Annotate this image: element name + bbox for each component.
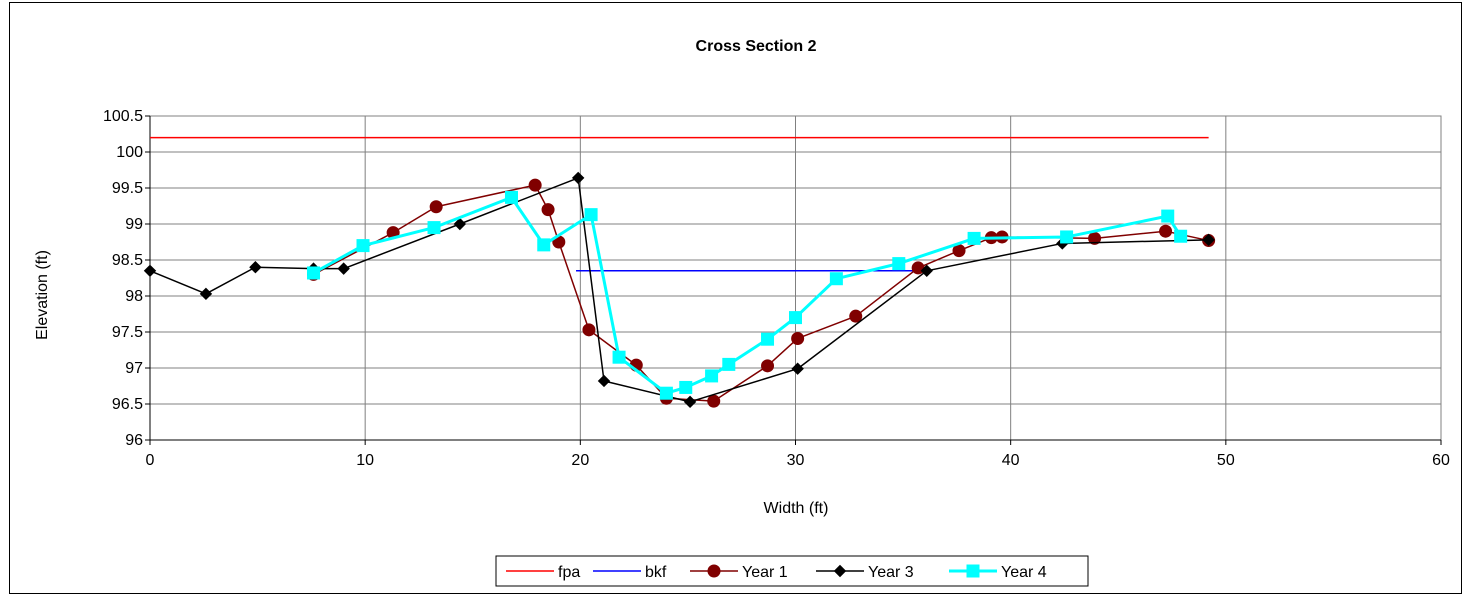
data-point-year-4 [892,257,906,271]
series-year-3 [143,171,1215,409]
y-tick-label: 99 [125,216,143,233]
data-point-year-4 [659,386,673,400]
data-point-year-1 [528,178,542,192]
data-point-year-1 [582,323,596,337]
x-axis-label: Width (ft) [764,500,829,517]
data-point-year-4 [705,369,719,383]
series-line-year-1 [313,184,1209,402]
data-point-year-3 [143,264,157,278]
legend-marker-year-4 [966,564,980,578]
legend-entry-fpa: fpa [506,564,580,581]
data-point-year-1 [791,331,805,345]
data-point-year-4 [789,311,802,325]
legend-label-year-3: Year 3 [868,564,914,581]
data-point-year-4 [967,231,981,245]
legend: fpa bkf Year 1 Year 3 Year 4 [495,555,1089,587]
legend-box [495,555,1089,587]
data-point-year-3 [249,260,262,274]
legend-entry-year-3: Year 3 [816,564,914,581]
data-point-year-3 [920,264,933,278]
data-point-year-1 [1159,224,1173,238]
legend-entry-bkf: bkf [593,564,667,581]
y-tick-label: 98 [125,288,143,305]
x-tick-label: 40 [1002,452,1020,469]
x-tick-label: 60 [1432,452,1450,469]
data-point-year-1 [541,203,555,217]
legend-entry-year-1: Year 1 [690,564,788,581]
data-point-year-3 [337,262,350,275]
data-point-year-3 [571,171,585,185]
legend-entry-year-4: Year 4 [949,564,1047,581]
data-point-year-4 [1060,230,1074,244]
y-tick-label: 100.5 [103,108,143,125]
series-group [143,136,1216,409]
series-year-1 [307,178,1216,408]
chart-title: Cross Section 2 [696,38,817,55]
x-tick-label: 30 [787,452,805,469]
data-point-year-3 [597,374,611,388]
x-tick-label: 50 [1217,452,1235,469]
data-point-year-3 [791,362,804,375]
data-point-year-4 [1161,209,1175,223]
data-point-year-3 [453,217,467,231]
legend-label-year-4: Year 4 [1001,564,1047,581]
data-point-year-1 [707,394,721,408]
legend-label-year-1: Year 1 [742,564,788,581]
y-tick-label: 96 [125,432,143,449]
y-tick-label: 100 [116,144,143,161]
y-tick-label: 98.5 [112,252,143,269]
legend-marker-year-1 [707,564,721,578]
data-point-year-4 [761,332,775,346]
legend-marker-year-3 [833,564,847,578]
data-point-year-1 [952,244,966,258]
line-chart: Cross Section 2 96 96.5 97 97.5 98 98.5 99 99.5… [34,38,1450,587]
data-point-year-4 [679,380,693,394]
y-tick-label: 97 [125,360,143,377]
data-point-year-4 [722,357,736,371]
series-year-4 [307,190,1188,400]
x-tick-label: 20 [571,452,589,469]
data-point-year-4 [537,238,551,252]
legend-label-bkf: bkf [645,564,667,581]
axes: 96 96.5 97 97.5 98 98.5 99 99.5 100 100.5 0 10 20 30 4… [103,108,1450,469]
data-point-year-4 [612,350,626,364]
data-point-year-4 [504,190,518,204]
x-tick-label: 0 [146,452,155,469]
data-point-year-4 [584,208,598,222]
data-point-year-3 [199,287,213,301]
data-point-year-1 [849,309,863,323]
data-point-year-4 [829,272,843,286]
gridlines [149,115,1442,441]
chart-frame: Cross Section 2 96 96.5 97 97.5 98 98.5 99 99.5… [9,2,1462,594]
x-tick-label: 10 [356,452,374,469]
y-axis-label: Elevation (ft) [34,250,51,340]
y-tick-label: 96.5 [112,396,143,413]
data-point-year-4 [427,221,441,235]
data-point-year-4 [356,239,370,253]
series-line-year-4 [312,195,1182,395]
y-tick-label: 97.5 [112,324,143,341]
y-tick-label: 99.5 [112,180,143,197]
data-point-year-4 [1174,229,1188,243]
legend-label-fpa: fpa [558,564,580,581]
data-point-year-3 [1202,233,1215,247]
data-point-year-1 [429,200,443,214]
data-point-year-4 [307,266,321,280]
data-point-year-1 [761,359,775,373]
data-point-year-3 [683,395,697,409]
